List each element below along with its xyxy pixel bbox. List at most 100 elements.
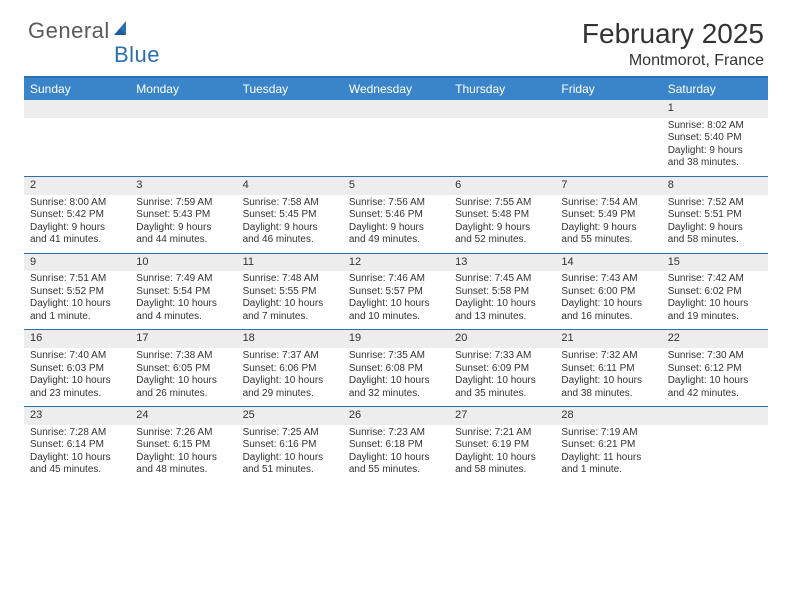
- day-number: 15: [662, 254, 768, 272]
- sunrise-line: Sunrise: 7:19 AM: [561, 427, 655, 440]
- day-details: Sunrise: 7:43 AMSunset: 6:00 PMDaylight:…: [555, 271, 661, 329]
- daylight-line: Daylight: 10 hours: [30, 452, 124, 465]
- day-number: 24: [130, 407, 236, 425]
- day-number: 9: [24, 254, 130, 272]
- daylight-line: and 44 minutes.: [136, 234, 230, 247]
- weekday-header: Saturday: [662, 78, 768, 100]
- day-cell-empty: [237, 100, 343, 176]
- day-cell: 21Sunrise: 7:32 AMSunset: 6:11 PMDayligh…: [555, 330, 661, 406]
- day-details: Sunrise: 7:55 AMSunset: 5:48 PMDaylight:…: [449, 195, 555, 253]
- sunrise-line: Sunrise: 7:40 AM: [30, 350, 124, 363]
- logo-sail-icon: [112, 19, 132, 44]
- sunrise-line: Sunrise: 7:23 AM: [349, 427, 443, 440]
- daylight-line: and 41 minutes.: [30, 234, 124, 247]
- sunset-line: Sunset: 6:14 PM: [30, 439, 124, 452]
- day-details: Sunrise: 7:32 AMSunset: 6:11 PMDaylight:…: [555, 348, 661, 406]
- daylight-line: Daylight: 10 hours: [349, 375, 443, 388]
- day-number: 20: [449, 330, 555, 348]
- day-cell: 15Sunrise: 7:42 AMSunset: 6:02 PMDayligh…: [662, 254, 768, 330]
- sunset-line: Sunset: 6:09 PM: [455, 363, 549, 376]
- day-cell-empty: [24, 100, 130, 176]
- sunrise-line: Sunrise: 7:32 AM: [561, 350, 655, 363]
- sunrise-line: Sunrise: 7:49 AM: [136, 273, 230, 286]
- title-block: February 2025 Montmorot, France: [582, 18, 764, 70]
- day-cell: 20Sunrise: 7:33 AMSunset: 6:09 PMDayligh…: [449, 330, 555, 406]
- day-cell: 4Sunrise: 7:58 AMSunset: 5:45 PMDaylight…: [237, 177, 343, 253]
- day-cell-empty: [449, 100, 555, 176]
- daylight-line: and 58 minutes.: [455, 464, 549, 477]
- day-details: Sunrise: 7:19 AMSunset: 6:21 PMDaylight:…: [555, 425, 661, 483]
- day-cell: 6Sunrise: 7:55 AMSunset: 5:48 PMDaylight…: [449, 177, 555, 253]
- daylight-line: Daylight: 10 hours: [455, 298, 549, 311]
- sunset-line: Sunset: 5:52 PM: [30, 286, 124, 299]
- daylight-line: Daylight: 9 hours: [455, 222, 549, 235]
- day-cell: 24Sunrise: 7:26 AMSunset: 6:15 PMDayligh…: [130, 407, 236, 483]
- week-row: 16Sunrise: 7:40 AMSunset: 6:03 PMDayligh…: [24, 329, 768, 406]
- day-cell: 16Sunrise: 7:40 AMSunset: 6:03 PMDayligh…: [24, 330, 130, 406]
- week-row: 1Sunrise: 8:02 AMSunset: 5:40 PMDaylight…: [24, 100, 768, 176]
- sunrise-line: Sunrise: 7:54 AM: [561, 197, 655, 210]
- daylight-line: and 38 minutes.: [668, 157, 762, 170]
- daylight-line: Daylight: 9 hours: [30, 222, 124, 235]
- daylight-line: Daylight: 10 hours: [136, 375, 230, 388]
- day-details: Sunrise: 7:49 AMSunset: 5:54 PMDaylight:…: [130, 271, 236, 329]
- weekday-header: Wednesday: [343, 78, 449, 100]
- sunset-line: Sunset: 6:08 PM: [349, 363, 443, 376]
- week-row: 9Sunrise: 7:51 AMSunset: 5:52 PMDaylight…: [24, 253, 768, 330]
- weekday-header-row: SundayMondayTuesdayWednesdayThursdayFrid…: [24, 78, 768, 100]
- weekday-header: Thursday: [449, 78, 555, 100]
- day-cell: 5Sunrise: 7:56 AMSunset: 5:46 PMDaylight…: [343, 177, 449, 253]
- day-details: [343, 118, 449, 139]
- sunset-line: Sunset: 6:12 PM: [668, 363, 762, 376]
- day-number: 27: [449, 407, 555, 425]
- day-number: [24, 100, 130, 118]
- daylight-line: and 55 minutes.: [349, 464, 443, 477]
- sunset-line: Sunset: 5:58 PM: [455, 286, 549, 299]
- sunset-line: Sunset: 6:06 PM: [243, 363, 337, 376]
- daylight-line: Daylight: 10 hours: [30, 298, 124, 311]
- daylight-line: and 58 minutes.: [668, 234, 762, 247]
- daylight-line: Daylight: 11 hours: [561, 452, 655, 465]
- day-cell: 7Sunrise: 7:54 AMSunset: 5:49 PMDaylight…: [555, 177, 661, 253]
- day-details: [555, 118, 661, 139]
- daylight-line: Daylight: 10 hours: [668, 298, 762, 311]
- sunset-line: Sunset: 5:49 PM: [561, 209, 655, 222]
- sunset-line: Sunset: 6:18 PM: [349, 439, 443, 452]
- day-cell: 22Sunrise: 7:30 AMSunset: 6:12 PMDayligh…: [662, 330, 768, 406]
- sunset-line: Sunset: 6:05 PM: [136, 363, 230, 376]
- sunset-line: Sunset: 5:57 PM: [349, 286, 443, 299]
- day-details: [449, 118, 555, 139]
- day-cell: 28Sunrise: 7:19 AMSunset: 6:21 PMDayligh…: [555, 407, 661, 483]
- day-details: Sunrise: 7:45 AMSunset: 5:58 PMDaylight:…: [449, 271, 555, 329]
- day-number: [343, 100, 449, 118]
- day-number: 25: [237, 407, 343, 425]
- day-number: 14: [555, 254, 661, 272]
- sunrise-line: Sunrise: 7:46 AM: [349, 273, 443, 286]
- sunrise-line: Sunrise: 7:51 AM: [30, 273, 124, 286]
- day-details: Sunrise: 7:35 AMSunset: 6:08 PMDaylight:…: [343, 348, 449, 406]
- daylight-line: Daylight: 10 hours: [668, 375, 762, 388]
- daylight-line: and 45 minutes.: [30, 464, 124, 477]
- day-details: Sunrise: 7:26 AMSunset: 6:15 PMDaylight:…: [130, 425, 236, 483]
- day-number: 5: [343, 177, 449, 195]
- day-cell: 23Sunrise: 7:28 AMSunset: 6:14 PMDayligh…: [24, 407, 130, 483]
- sunrise-line: Sunrise: 7:30 AM: [668, 350, 762, 363]
- sunrise-line: Sunrise: 7:42 AM: [668, 273, 762, 286]
- weekday-header: Monday: [130, 78, 236, 100]
- day-cell: 1Sunrise: 8:02 AMSunset: 5:40 PMDaylight…: [662, 100, 768, 176]
- sunrise-line: Sunrise: 7:33 AM: [455, 350, 549, 363]
- day-number: 13: [449, 254, 555, 272]
- sunset-line: Sunset: 5:46 PM: [349, 209, 443, 222]
- sunset-line: Sunset: 6:19 PM: [455, 439, 549, 452]
- daylight-line: and 55 minutes.: [561, 234, 655, 247]
- sunset-line: Sunset: 5:43 PM: [136, 209, 230, 222]
- daylight-line: Daylight: 9 hours: [668, 222, 762, 235]
- day-number: 12: [343, 254, 449, 272]
- daylight-line: and 51 minutes.: [243, 464, 337, 477]
- day-cell: 26Sunrise: 7:23 AMSunset: 6:18 PMDayligh…: [343, 407, 449, 483]
- sunset-line: Sunset: 6:11 PM: [561, 363, 655, 376]
- day-number: 11: [237, 254, 343, 272]
- day-cell: 17Sunrise: 7:38 AMSunset: 6:05 PMDayligh…: [130, 330, 236, 406]
- daylight-line: and 1 minute.: [30, 311, 124, 324]
- day-number: 8: [662, 177, 768, 195]
